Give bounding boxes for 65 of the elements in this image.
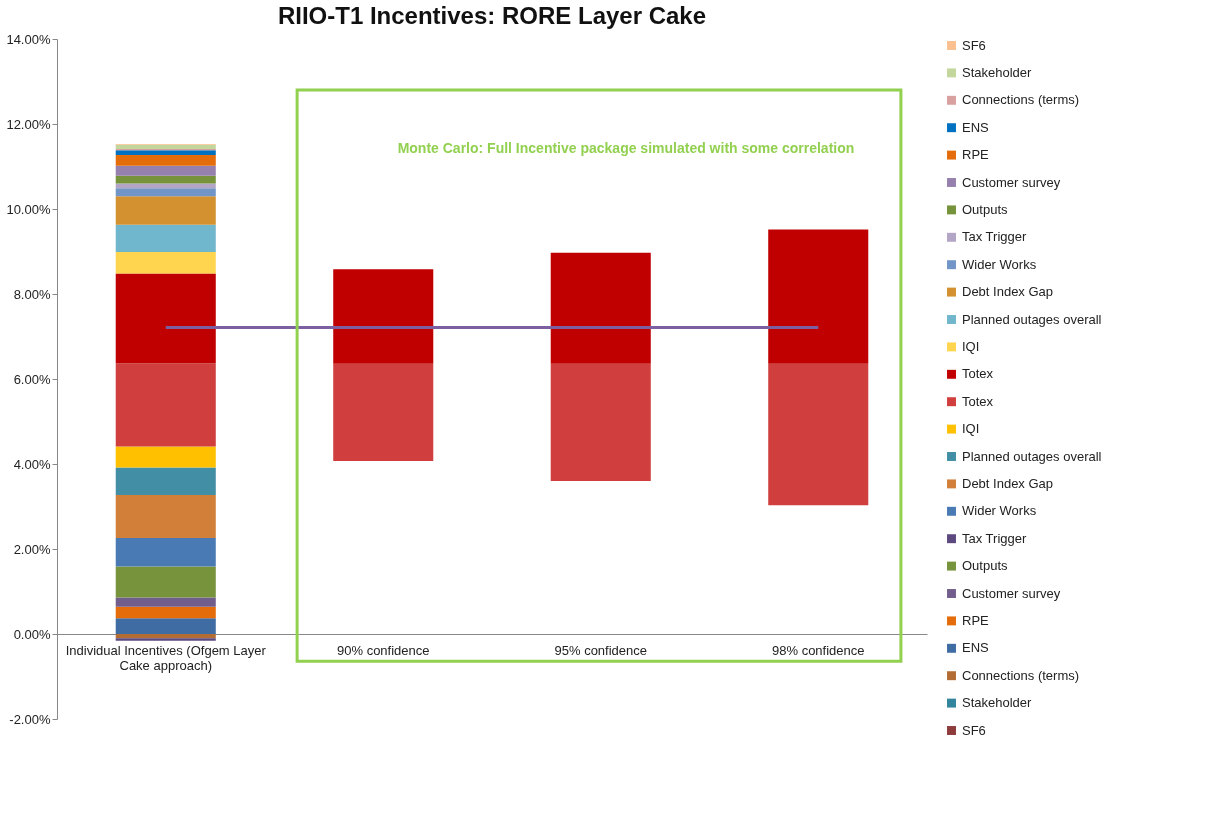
x-tick-label: 95% confidence: [554, 642, 648, 658]
x-tick-label: Individual Incentives (Ofgem Layer Cake approach): [65, 642, 267, 673]
legend-label: Connections (terms): [962, 667, 1080, 683]
bar: [333, 363, 434, 462]
bar: [115, 165, 216, 176]
bar: [115, 618, 216, 634]
legend-label: RPE: [962, 612, 990, 628]
bar: [115, 566, 216, 598]
annotation: Monte Carlo: Full Incentive package simulated with some correlation: [397, 140, 855, 157]
legend-label: Outputs: [962, 558, 1009, 574]
bar: [115, 273, 216, 364]
legend-label: Connections (terms): [962, 92, 1080, 108]
bar: [550, 363, 651, 481]
bar: [115, 224, 216, 252]
bar: [768, 363, 869, 506]
legend-label: Planned outages overall: [962, 448, 1102, 464]
bar: [115, 467, 216, 496]
bar: [115, 155, 216, 166]
bar: [115, 597, 216, 607]
legend-label: Tax Trigger: [962, 530, 1027, 546]
x-tick-label: 90% confidence: [336, 642, 430, 658]
x-tick-label: 98% confidence: [771, 642, 865, 658]
y-tick-label: 12.00%: [6, 116, 51, 132]
bar: [115, 495, 216, 538]
legend-label: Outputs: [962, 201, 1009, 217]
bar: [115, 251, 216, 274]
y-tick-label: 14.00%: [6, 31, 51, 47]
y-tick-label: 0.00%: [13, 626, 51, 642]
legend-label: Wider Works: [962, 256, 1037, 272]
legend-label: Totex: [962, 366, 994, 382]
bar: [115, 638, 216, 641]
bar: [115, 144, 216, 150]
legend-label: Tax Trigger: [962, 229, 1027, 245]
legend-label: ENS: [962, 640, 990, 656]
legend-label: Wider Works: [962, 503, 1037, 519]
legend-label: Stakeholder: [962, 64, 1033, 80]
y-tick-label: 6.00%: [13, 371, 51, 387]
bar: [115, 188, 216, 197]
bar: [115, 606, 216, 619]
legend-label: ENS: [962, 119, 990, 135]
legend-label: Planned outages overall: [962, 311, 1102, 327]
y-tick-label: 10.00%: [6, 201, 51, 217]
legend-label: Customer survey: [962, 585, 1061, 601]
legend-label: RPE: [962, 147, 990, 163]
y-tick-label: 8.00%: [13, 286, 51, 302]
legend-label: Stakeholder: [962, 695, 1033, 711]
legend-label: SF6: [962, 722, 986, 738]
chart-title: RIIO-T1 Incentives: RORE Layer Cake: [277, 2, 707, 29]
bar: [115, 175, 216, 184]
legend-label: IQI: [962, 338, 980, 354]
bar: [115, 634, 216, 639]
legend-label: Debt Index Gap: [962, 475, 1054, 491]
bar: [115, 150, 216, 156]
y-tick-label: 2.00%: [13, 541, 51, 557]
y-tick-label: -2.00%: [9, 711, 51, 727]
legend-label: Customer survey: [962, 174, 1061, 190]
legend-label: IQI: [962, 421, 980, 437]
legend-label: Totex: [962, 393, 994, 409]
bar: [115, 196, 216, 225]
bar: [115, 537, 216, 567]
bar: [115, 363, 216, 447]
y-tick-label: 4.00%: [13, 456, 51, 472]
bar: [115, 446, 216, 468]
legend-label: Debt Index Gap: [962, 284, 1054, 300]
legend-label: SF6: [962, 37, 986, 53]
